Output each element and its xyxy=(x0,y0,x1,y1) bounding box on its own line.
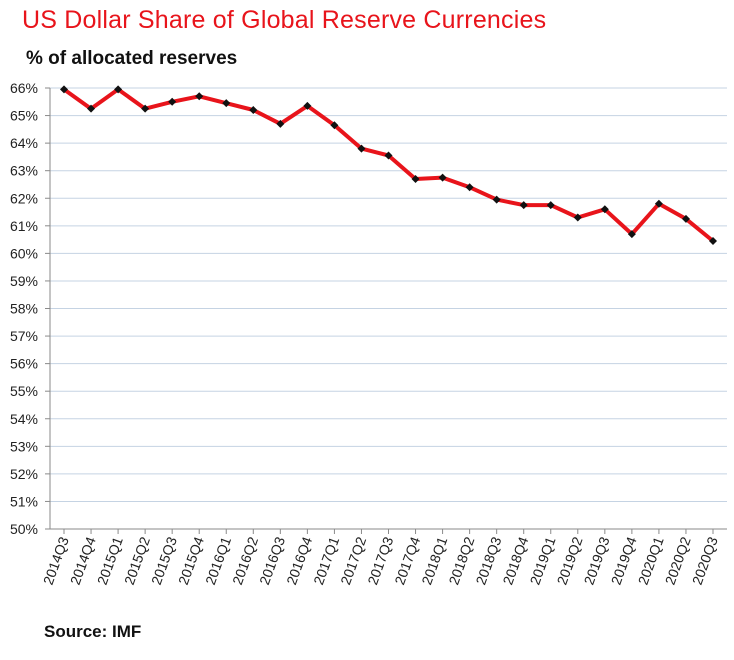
y-axis-ticks: 50% 51% 52% 53% 54% 55% 56% 57% 58% 59% 60% 61% 62% 6… xyxy=(10,80,50,537)
x-tick-label: 2020Q3 xyxy=(689,534,721,586)
data-point xyxy=(330,121,339,130)
y-tick-label: 61% xyxy=(10,218,38,234)
chart-title: US Dollar Share of Global Reserve Curren… xyxy=(22,6,547,34)
data-point xyxy=(195,92,204,101)
data-point xyxy=(276,119,285,128)
y-tick-label: 51% xyxy=(10,493,38,509)
data-point xyxy=(303,101,312,110)
data-point xyxy=(573,213,582,222)
chart-subtitle: % of allocated reserves xyxy=(26,48,238,69)
data-point xyxy=(357,144,366,153)
data-point xyxy=(627,230,636,239)
y-tick-label: 54% xyxy=(10,411,38,427)
data-point xyxy=(141,104,150,113)
y-tick-label: 50% xyxy=(10,521,38,537)
data-point xyxy=(114,85,123,94)
y-tick-label: 58% xyxy=(10,301,38,317)
data-point xyxy=(87,104,96,113)
data-point xyxy=(709,236,717,245)
y-tick-label: 63% xyxy=(10,163,38,179)
y-tick-label: 66% xyxy=(10,80,38,96)
y-tick-label: 56% xyxy=(10,356,38,372)
data-point xyxy=(384,151,393,160)
data-point xyxy=(546,201,555,210)
data-point xyxy=(492,195,501,204)
series-line xyxy=(62,87,715,243)
y-tick-label: 62% xyxy=(10,190,38,206)
data-point xyxy=(519,201,528,210)
series-layer xyxy=(60,85,717,245)
data-point xyxy=(168,97,177,106)
data-point xyxy=(60,85,68,94)
data-point xyxy=(465,183,474,192)
y-tick-label: 57% xyxy=(10,328,38,344)
y-tick-label: 59% xyxy=(10,273,38,289)
data-point xyxy=(654,199,663,208)
y-tick-label: 53% xyxy=(10,438,38,454)
data-point xyxy=(681,214,690,223)
source-note: Source: IMF xyxy=(44,622,142,641)
gridlines xyxy=(50,87,727,502)
data-point xyxy=(600,205,609,214)
y-tick-label: 60% xyxy=(10,245,38,261)
y-tick-label: 52% xyxy=(10,466,38,482)
data-point xyxy=(222,99,231,108)
x-axis-ticks: 2014Q32014Q42015Q12015Q22015Q32015Q42016… xyxy=(40,529,721,587)
data-point xyxy=(411,174,420,183)
y-tick-label: 64% xyxy=(10,135,38,151)
data-point xyxy=(438,173,447,182)
y-tick-label: 55% xyxy=(10,383,38,399)
y-tick-label: 65% xyxy=(10,108,38,124)
data-point xyxy=(249,106,258,115)
